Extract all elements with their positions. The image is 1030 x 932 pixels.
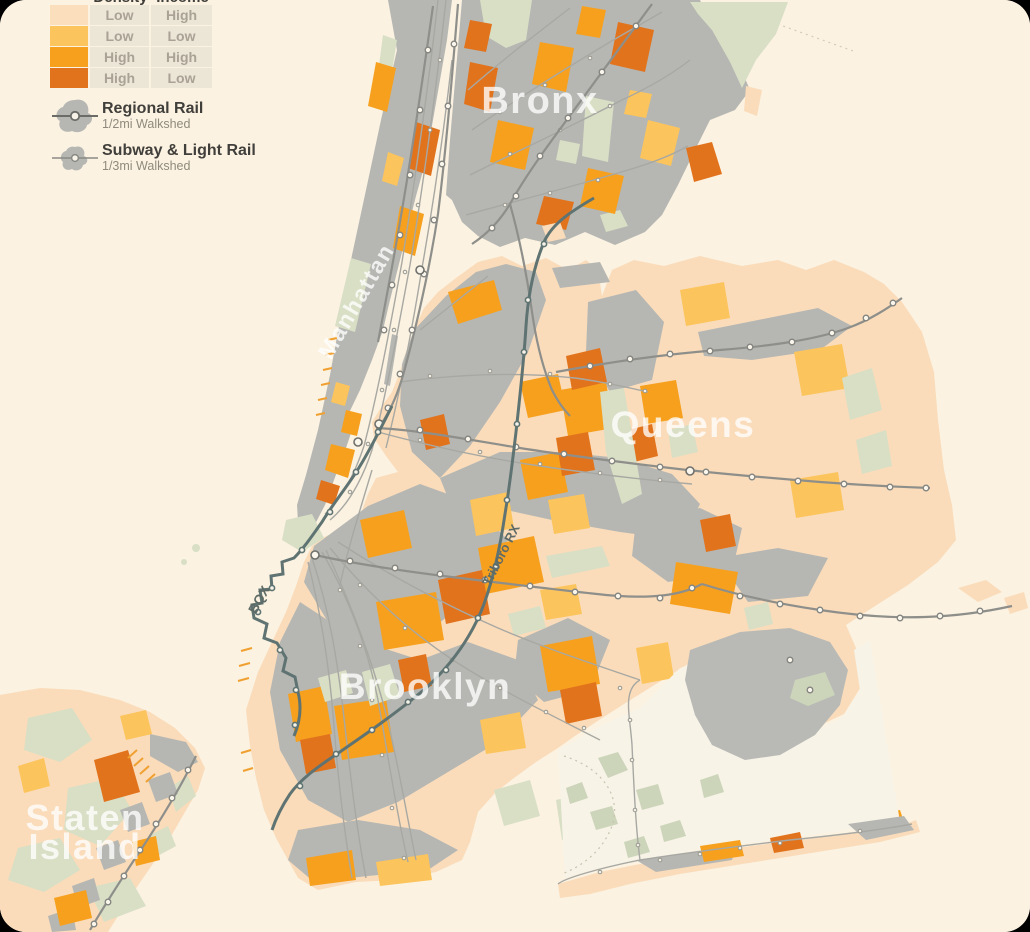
pelham-bay-park [690,2,788,88]
legend-subway-label: Subway & Light Rail [102,142,256,159]
legend-income-value: High [151,5,212,25]
legend-regional-rail-label: Regional Rail [102,100,204,117]
legend: Density Income Low High Low Low High Hig… [50,0,256,180]
bronx-park [582,96,614,162]
label-brooklyn: Brooklyn [339,666,511,707]
legend-row: Low High [50,5,256,25]
legend-density-value: Low [90,5,149,25]
regional-rail-walkshed-icon [52,99,98,133]
right-edge-islets [958,580,1028,614]
legend-row: Low Low [50,26,256,46]
central-park [335,258,371,332]
regional-rail-stations [90,22,984,928]
subway-light-rail-walkshed-icon [52,146,98,171]
label-staten-line1: Staten [25,797,144,838]
rockaway-peninsula [558,820,920,898]
legend-income-value: Low [151,68,212,88]
liberty-island [192,544,200,552]
subway-stations [337,55,863,875]
bronx-tracts [464,6,722,230]
manhattan-piers [315,337,338,416]
legend-row: High High [50,47,256,67]
city-island [744,86,762,116]
rail-hubs [310,265,695,560]
jamaica-bay [558,640,900,878]
legend-row: High Low [50,68,256,88]
legend-header: Density Income [50,0,256,6]
harbor-islands [181,514,324,565]
legend-swatch-high-high [50,47,88,67]
legend-regional-rail-walkshed: 1/2mi Walkshed [102,117,191,131]
staten-island [0,688,205,932]
legend-header-income: Income [151,0,214,6]
subway-lines [307,0,913,885]
legend-rail-section: Regional Rail 1/2mi Walkshed Subway & Li… [50,96,256,178]
legend-subway-light-rail: Subway & Light Rail 1/3mi Walkshed [50,138,256,178]
legend-swatch-high-low [50,68,88,88]
bkqn-parks [318,368,892,840]
ellis-island [181,559,187,565]
triboro-rx-line [270,196,595,831]
legend-density-value: High [90,47,149,67]
harlem-125-hub [415,265,425,275]
staten-piers [127,749,156,783]
proposed-line-stations [254,240,548,790]
atlantic-terminal-hub [310,550,320,560]
legend-header-density: Density [90,0,151,6]
legend-income-value: High [151,47,212,67]
rockaway-tracts [636,816,914,872]
manhattan [297,0,452,528]
brooklyn-queens [237,256,956,890]
governors-island [282,514,324,552]
staten-tracts [18,710,160,926]
jamaica-hub [685,466,695,476]
manhattan-tracts [316,62,440,505]
bronx-parks [480,0,788,232]
flushing-meadows [600,388,642,504]
legend-income-value: Low [151,26,212,46]
bay-trail-dash [561,755,616,875]
penn-station-hub [353,437,363,447]
label-staten-line2: Island [28,826,141,867]
label-bronx: Bronx [481,80,598,122]
legend-swatch-low-high [50,5,88,25]
legend-swatch-low-low [50,26,88,46]
van-cortlandt-park [480,0,532,48]
brooklyn-piers [237,647,254,772]
legend-subway-walkshed: 1/3mi Walkshed [102,159,191,173]
forest-park [546,546,610,578]
marsh-islands [566,752,724,858]
legend-regional-rail: Regional Rail 1/2mi Walkshed [50,96,256,136]
legend-density-value: Low [90,26,149,46]
label-queens: Queens [611,404,756,445]
legend-density-value: High [90,68,149,88]
